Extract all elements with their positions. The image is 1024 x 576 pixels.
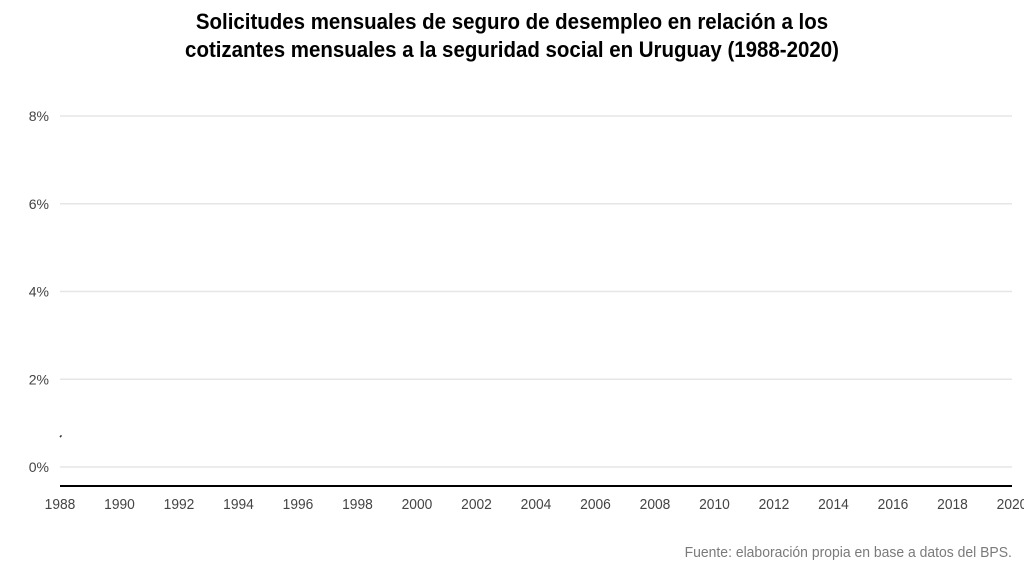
x-tick-label: 2004	[521, 497, 552, 514]
x-tick-label: 2002	[461, 497, 492, 514]
gridlines	[60, 115, 1012, 487]
chart-title: Solicitudes mensuales de seguro de desem…	[36, 8, 988, 64]
x-tick-label: 2012	[759, 497, 790, 514]
x-tick-label: 2020	[997, 497, 1024, 514]
y-tick-label: 2%	[29, 371, 49, 387]
source-note: Fuente: elaboración propia en base a dat…	[684, 544, 1012, 561]
y-tick-label: 8%	[29, 108, 49, 124]
x-tick-label: 1992	[164, 497, 195, 514]
x-tick-label: 1988	[45, 497, 76, 514]
x-tick-label: 2010	[699, 497, 730, 514]
x-tick-label: 1996	[283, 497, 314, 514]
series-line-0	[59, 434, 63, 438]
x-tick-label: 2000	[402, 497, 433, 514]
x-tick-label: 2018	[937, 497, 968, 514]
y-axis-ticks: 0% 2% 4% 6% 8%	[29, 108, 49, 475]
x-tick-label: 2014	[818, 497, 849, 514]
x-tick-label: 2016	[878, 497, 909, 514]
x-tick-label: 1998	[342, 497, 373, 514]
series-group	[59, 434, 63, 438]
x-tick-label: 1990	[104, 497, 135, 514]
y-tick-label: 6%	[29, 196, 49, 212]
chart-title-line-1: Solicitudes mensuales de seguro de desem…	[195, 9, 829, 34]
x-axis-ticks: 1988 1990 1992 1994 1996 1998 2000 2002 2004 2006…	[45, 497, 1024, 514]
y-tick-label: 4%	[29, 284, 49, 300]
chart-title-line-2: cotizantes mensuales a la seguridad soci…	[185, 37, 839, 62]
x-tick-label: 1994	[223, 497, 254, 514]
y-tick-label: 0%	[29, 459, 49, 475]
x-tick-label: 2006	[580, 497, 611, 514]
x-tick-label: 2008	[640, 497, 671, 514]
